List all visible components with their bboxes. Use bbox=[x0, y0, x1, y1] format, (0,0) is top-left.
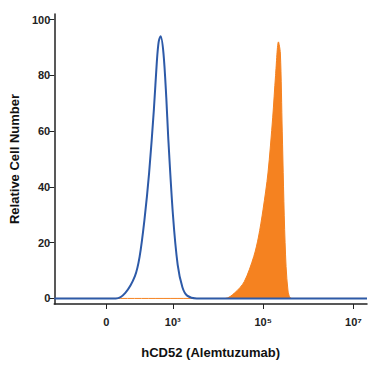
svg-text:0: 0 bbox=[44, 292, 50, 304]
svg-text:60: 60 bbox=[38, 125, 50, 137]
svg-text:0: 0 bbox=[103, 316, 109, 328]
svg-text:100: 100 bbox=[32, 14, 50, 26]
svg-text:40: 40 bbox=[38, 181, 50, 193]
svg-text:20: 20 bbox=[38, 237, 50, 249]
svg-text:10⁵: 10⁵ bbox=[254, 316, 271, 328]
svg-text:10⁷: 10⁷ bbox=[345, 316, 362, 328]
svg-text:Relative Cell Number: Relative Cell Number bbox=[7, 94, 22, 224]
svg-text:hCD52 (Alemtuzumab): hCD52 (Alemtuzumab) bbox=[141, 345, 280, 360]
svg-text:80: 80 bbox=[38, 69, 50, 81]
svg-text:10³: 10³ bbox=[165, 316, 181, 328]
